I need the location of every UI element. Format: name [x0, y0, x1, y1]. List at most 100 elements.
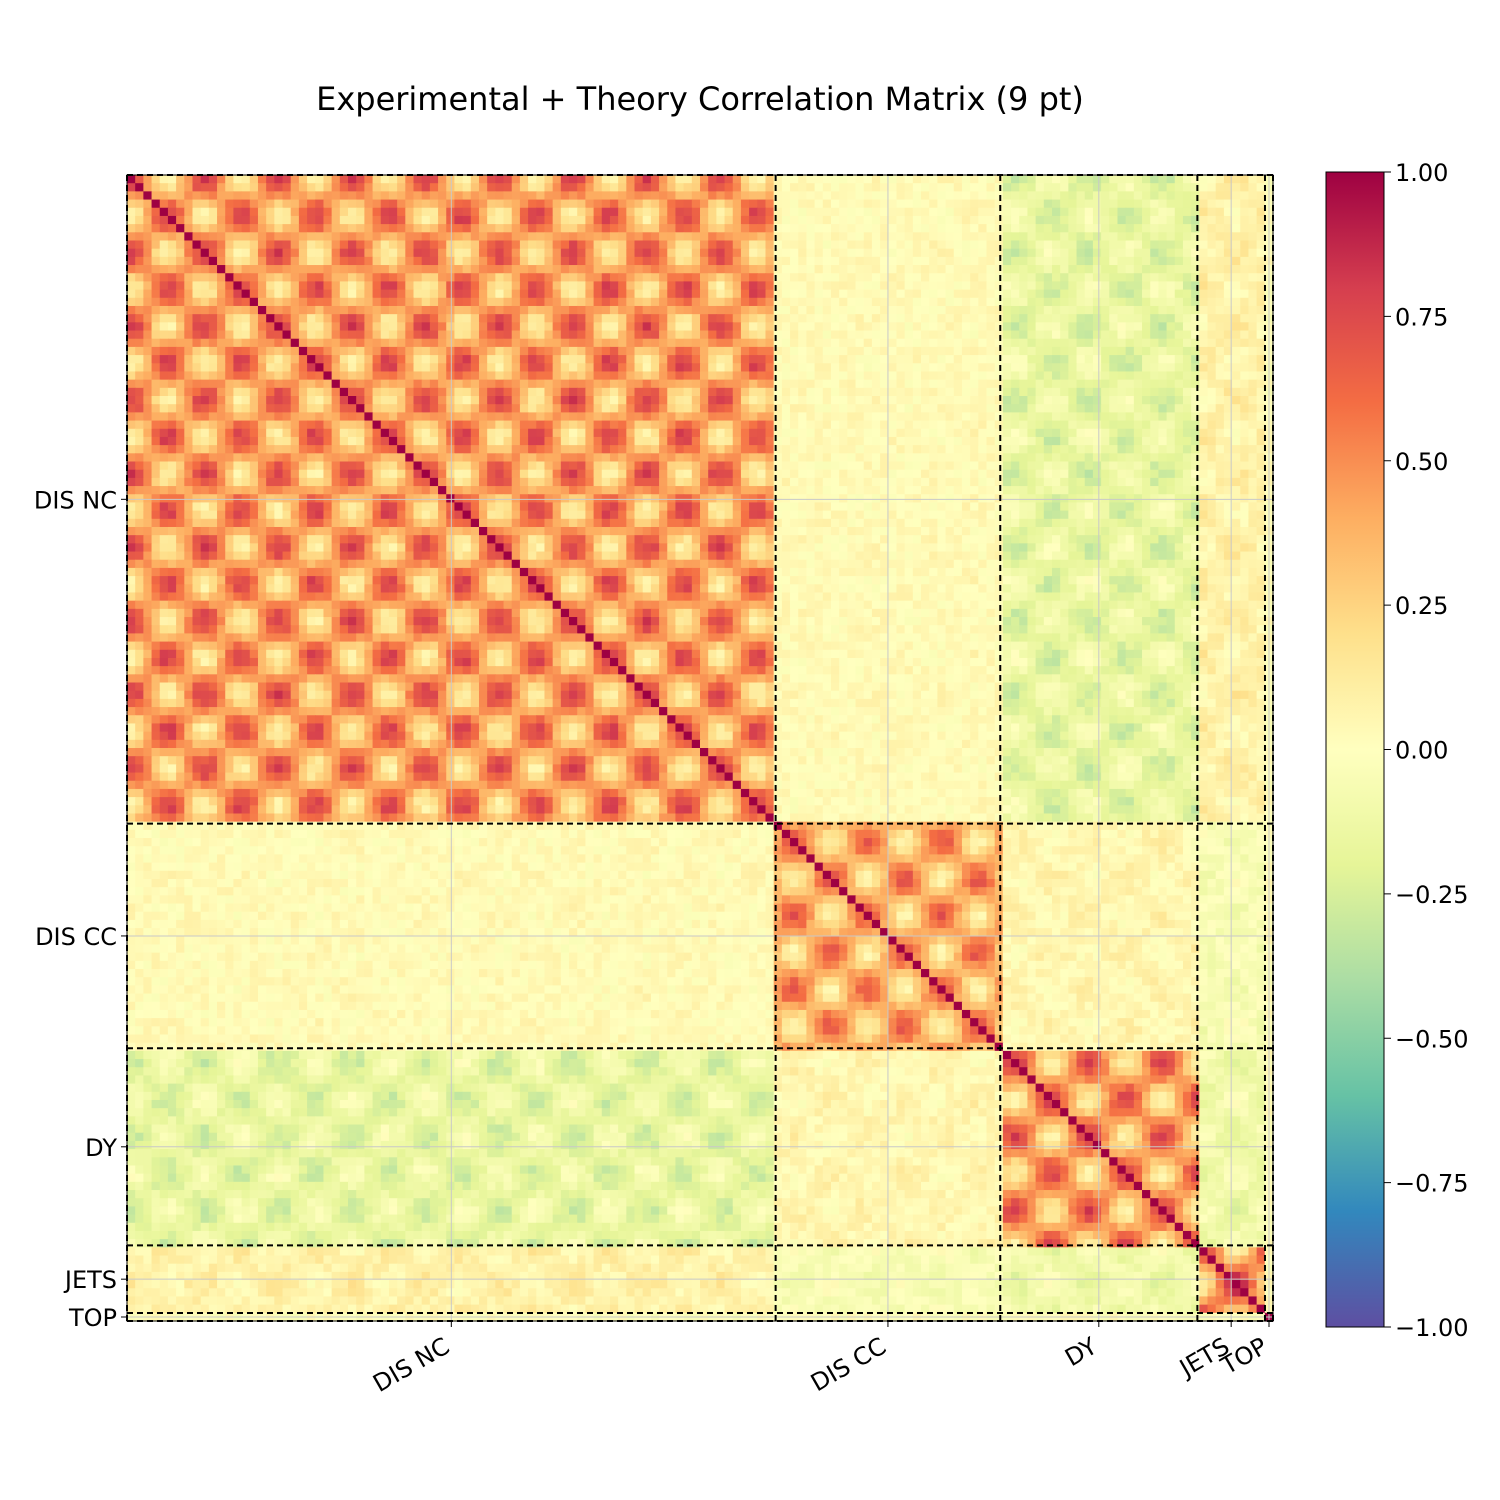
- heatmap-cell: [781, 330, 791, 340]
- heatmap-cell: [904, 346, 914, 356]
- heatmap-cell: [487, 240, 496, 250]
- heatmap-cell: [225, 404, 235, 413]
- heatmap-cell: [1207, 297, 1217, 307]
- heatmap-cell: [454, 314, 464, 323]
- heatmap-cell: [953, 215, 963, 225]
- heatmap-cell: [1117, 256, 1127, 266]
- heatmap-cell: [1043, 289, 1053, 299]
- heatmap-cell: [519, 305, 529, 315]
- heatmap-cell: [127, 346, 136, 356]
- heatmap-cell: [970, 191, 979, 201]
- heatmap-cell: [601, 396, 611, 405]
- heatmap-cell: [978, 265, 988, 274]
- heatmap-cell: [1027, 240, 1037, 250]
- heatmap-cell: [577, 379, 586, 389]
- heatmap-cell: [438, 289, 447, 299]
- heatmap-cell: [405, 256, 415, 266]
- heatmap-cell: [781, 248, 791, 258]
- heatmap-cell: [217, 428, 226, 438]
- heatmap-cell: [143, 453, 153, 463]
- heatmap-cell: [478, 428, 488, 438]
- heatmap-cell: [716, 248, 726, 258]
- heatmap-cell: [1125, 420, 1135, 430]
- heatmap-cell: [904, 207, 914, 217]
- heatmap-cell: [904, 436, 914, 446]
- heatmap-cell: [364, 215, 374, 225]
- heatmap-cell: [945, 387, 955, 397]
- heatmap-cell: [650, 273, 660, 283]
- heatmap-cell: [724, 322, 734, 332]
- heatmap-cell: [225, 363, 235, 373]
- heatmap-cell: [724, 224, 734, 233]
- heatmap-cell: [634, 207, 644, 217]
- heatmap-cell: [798, 191, 808, 201]
- heatmap-cell: [1011, 314, 1020, 323]
- heatmap-cell: [912, 322, 922, 332]
- heatmap-cell: [970, 428, 979, 438]
- heatmap-cell: [839, 297, 848, 307]
- heatmap-cell: [691, 215, 701, 225]
- heatmap-cell: [978, 215, 988, 225]
- heatmap-cell: [192, 240, 202, 250]
- heatmap-cell: [454, 248, 464, 258]
- heatmap-cell: [233, 273, 243, 283]
- heatmap-cell: [487, 265, 496, 274]
- heatmap-cell: [487, 289, 496, 299]
- heatmap-cell: [659, 346, 668, 356]
- heatmap-cell: [1232, 305, 1241, 315]
- heatmap-cell: [380, 191, 390, 201]
- heatmap-cell: [1101, 379, 1110, 389]
- heatmap-cell: [888, 215, 898, 225]
- heatmap-cell: [1011, 273, 1020, 283]
- heatmap-cell: [454, 396, 464, 405]
- heatmap-cell: [1043, 265, 1053, 274]
- heatmap-cell: [470, 199, 480, 209]
- heatmap-cell: [626, 338, 636, 348]
- heatmap-cell: [577, 232, 586, 242]
- heatmap-cell: [700, 428, 709, 438]
- heatmap-cell: [757, 445, 767, 454]
- heatmap-cell: [1248, 396, 1258, 405]
- heatmap-cell: [1101, 445, 1110, 454]
- heatmap-cell: [609, 461, 619, 471]
- heatmap-cell: [1182, 289, 1192, 299]
- heatmap-cell: [798, 314, 808, 323]
- heatmap-cell: [249, 436, 259, 446]
- heatmap-cell: [1174, 436, 1184, 446]
- heatmap-cell: [978, 387, 988, 397]
- heatmap-cell: [937, 281, 947, 291]
- heatmap-cell: [839, 215, 848, 225]
- heatmap-cell: [487, 215, 496, 225]
- heatmap-cell: [323, 297, 333, 307]
- heatmap-cell: [986, 281, 996, 291]
- heatmap-cell: [781, 428, 791, 438]
- heatmap-cell: [348, 346, 357, 356]
- heatmap-cell: [904, 330, 914, 340]
- heatmap-cell: [315, 453, 325, 463]
- heatmap-cell: [1035, 224, 1045, 233]
- heatmap-cell: [700, 461, 709, 471]
- heatmap-cell: [1109, 445, 1119, 454]
- heatmap-cell: [143, 363, 153, 373]
- heatmap-cell: [127, 314, 136, 323]
- heatmap-cell: [708, 191, 717, 201]
- heatmap-cell: [1248, 420, 1258, 430]
- heatmap-cell: [167, 224, 177, 233]
- heatmap-cell: [315, 232, 325, 242]
- heatmap-cell: [1199, 175, 1209, 184]
- heatmap-cell: [667, 265, 677, 274]
- heatmap-cell: [1223, 265, 1233, 274]
- heatmap-cell: [691, 175, 701, 184]
- heatmap-cell: [675, 256, 685, 266]
- heatmap-cell: [233, 420, 243, 430]
- heatmap-cell: [405, 183, 415, 192]
- heatmap-cell: [127, 453, 136, 463]
- heatmap-cell: [855, 215, 865, 225]
- heatmap-cell: [888, 273, 898, 283]
- heatmap-cell: [970, 387, 979, 397]
- heatmap-cell: [953, 281, 963, 291]
- heatmap-cell: [1142, 232, 1151, 242]
- heatmap-cell: [454, 355, 464, 364]
- heatmap-cell: [1125, 346, 1135, 356]
- heatmap-cell: [1248, 305, 1258, 315]
